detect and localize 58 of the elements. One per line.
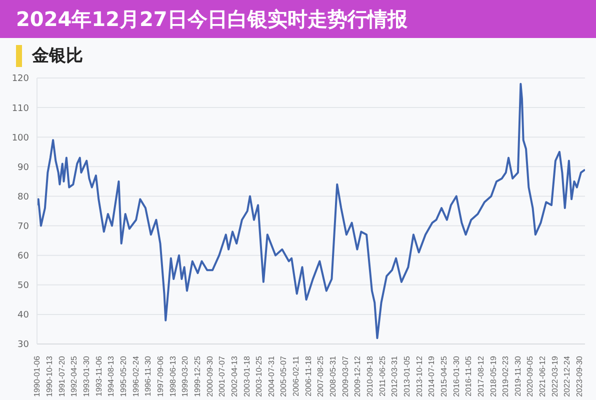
x-tick-label: 2006-02-11 <box>292 355 301 396</box>
x-tick-label: 2016-11-05 <box>464 355 474 396</box>
y-tick-label: 90 <box>18 162 30 173</box>
x-tick-label: 2022-03-19 <box>550 355 560 397</box>
x-tick-label: 2021-06-12 <box>538 355 548 397</box>
x-tick-label: 2005-05-07 <box>279 355 288 397</box>
text: 2024年12月27日今日白银实时走势行情报 <box>16 6 408 32</box>
x-tick-label: 2019-11-30 <box>513 355 522 396</box>
x-tick-label: 2010-09-18 <box>366 355 375 397</box>
x-tick-label: 1992-04-25 <box>70 355 79 397</box>
x-tick-label: 1991-07-20 <box>57 355 66 397</box>
x-tick-label: 1997-09-06 <box>156 355 165 397</box>
x-tick-label: 2011-06-25 <box>378 355 387 396</box>
y-tick-label: 100 <box>12 133 30 144</box>
x-tick-label: 2019-02-23 <box>501 355 510 397</box>
x-tick-label: 1996-11-30 <box>144 355 153 396</box>
x-tick-label: 1990-10-13 <box>45 355 54 397</box>
x-tick-label: 2001-07-07 <box>218 355 227 397</box>
x-tick-label: 2003-10-25 <box>254 355 264 397</box>
y-tick-label: 50 <box>18 281 30 292</box>
x-tick-label: 2004-07-31 <box>266 355 276 397</box>
x-tick-label: 2007-08-25 <box>316 355 326 397</box>
x-tick-label: 2015-04-25 <box>439 355 448 397</box>
x-tick-label: 2013-01-05 <box>402 355 412 397</box>
y-tick-label: 110 <box>12 104 30 114</box>
x-tick-label: 2023-09-30 <box>575 355 584 397</box>
x-tick-label: 2000-09-30 <box>205 355 214 397</box>
x-tick-label: 2020-09-05 <box>526 355 535 397</box>
y-tick-label: 40 <box>18 310 30 321</box>
x-tick-label: 1996-02-24 <box>131 355 140 397</box>
y-tick-label: 120 <box>12 74 30 84</box>
y-tick-label: 80 <box>18 192 30 202</box>
y-tick-label: 30 <box>18 340 30 350</box>
x-tick-label: 1993-01-30 <box>82 355 92 397</box>
x-tick-label: 1990-01-06 <box>32 355 42 397</box>
x-tick-label: 2009-12-12 <box>353 355 362 397</box>
line-series <box>37 82 585 340</box>
x-tick-label: 1999-12-25 <box>192 355 202 397</box>
x-tick-label: 2006-11-18 <box>304 355 313 396</box>
x-tick-label: 1995-05-20 <box>119 355 128 397</box>
x-tick-label: 2022-12-24 <box>562 355 572 397</box>
x-tick-label: 2009-03-07 <box>340 355 350 397</box>
y-tick-label: 70 <box>18 222 30 232</box>
x-tick-label: 2014-07-19 <box>427 355 436 397</box>
x-tick-label: 1998-06-13 <box>168 355 178 397</box>
x-tick-label: 2018-05-19 <box>488 355 498 397</box>
x-tick-label: 2013-10-12 <box>414 355 424 397</box>
x-tick-label: 1994-08-13 <box>106 355 116 397</box>
x-tick-label: 2008-05-31 <box>328 355 338 397</box>
x-tick-label: 2016-01-30 <box>452 355 461 397</box>
x-tick-label: 2002-04-13 <box>230 355 239 397</box>
x-tick-label: 2017-08-12 <box>476 355 486 397</box>
x-tick-label: 1993-11-06 <box>94 355 104 396</box>
x-tick-label: 1999-03-20 <box>180 355 190 397</box>
y-tick-label: 60 <box>18 252 30 262</box>
chart-title: 金银比 <box>32 45 83 67</box>
x-tick-label: 2012-03-31 <box>390 355 400 397</box>
x-tick-label: 2003-01-18 <box>242 355 252 397</box>
